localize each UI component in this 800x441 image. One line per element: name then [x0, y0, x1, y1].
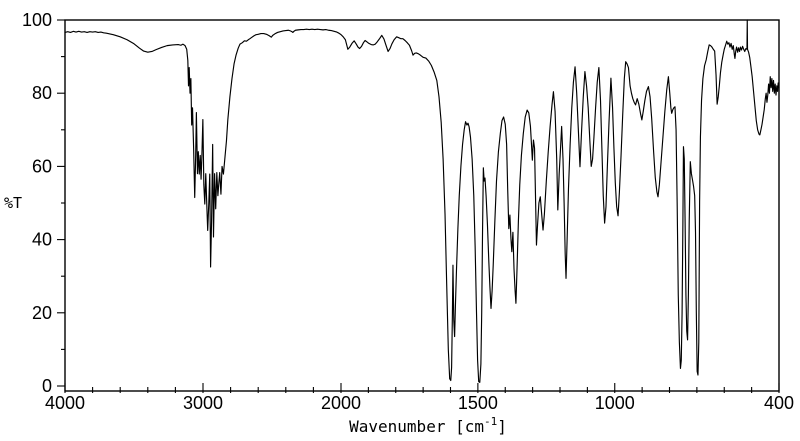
y-tick-label: 40 — [32, 230, 52, 250]
plot-frame — [64, 19, 780, 392]
x-axis-tick-labels: 4000 3000 2000 1500 1000 400 — [45, 393, 794, 413]
x-tick-label: 3000 — [183, 393, 223, 413]
y-tick-label: 0 — [42, 376, 52, 396]
x-axis-title-sup: -1 — [484, 415, 497, 428]
x-axis-title: Wavenumber [cm-1] — [349, 415, 507, 436]
x-tick-label: 1500 — [458, 393, 498, 413]
x-tick-label: 2000 — [321, 393, 361, 413]
y-tick-label: 60 — [32, 156, 52, 176]
y-tick-label: 80 — [32, 83, 52, 103]
y-tick-label: 100 — [22, 10, 52, 30]
y-axis-ticks — [57, 19, 65, 387]
x-axis-ticks — [64, 383, 780, 393]
x-tick-label: 400 — [764, 393, 794, 413]
spectrum-trace — [64, 19, 780, 383]
y-axis-title: %T — [4, 194, 22, 212]
x-tick-label: 4000 — [45, 393, 85, 413]
y-axis-tick-labels: 0 20 40 60 80 100 — [22, 10, 52, 396]
x-axis-title-close: ] — [497, 417, 507, 436]
x-axis-title-main: Wavenumber [cm — [349, 417, 484, 436]
x-tick-label: 1000 — [595, 393, 635, 413]
y-tick-label: 20 — [32, 303, 52, 323]
